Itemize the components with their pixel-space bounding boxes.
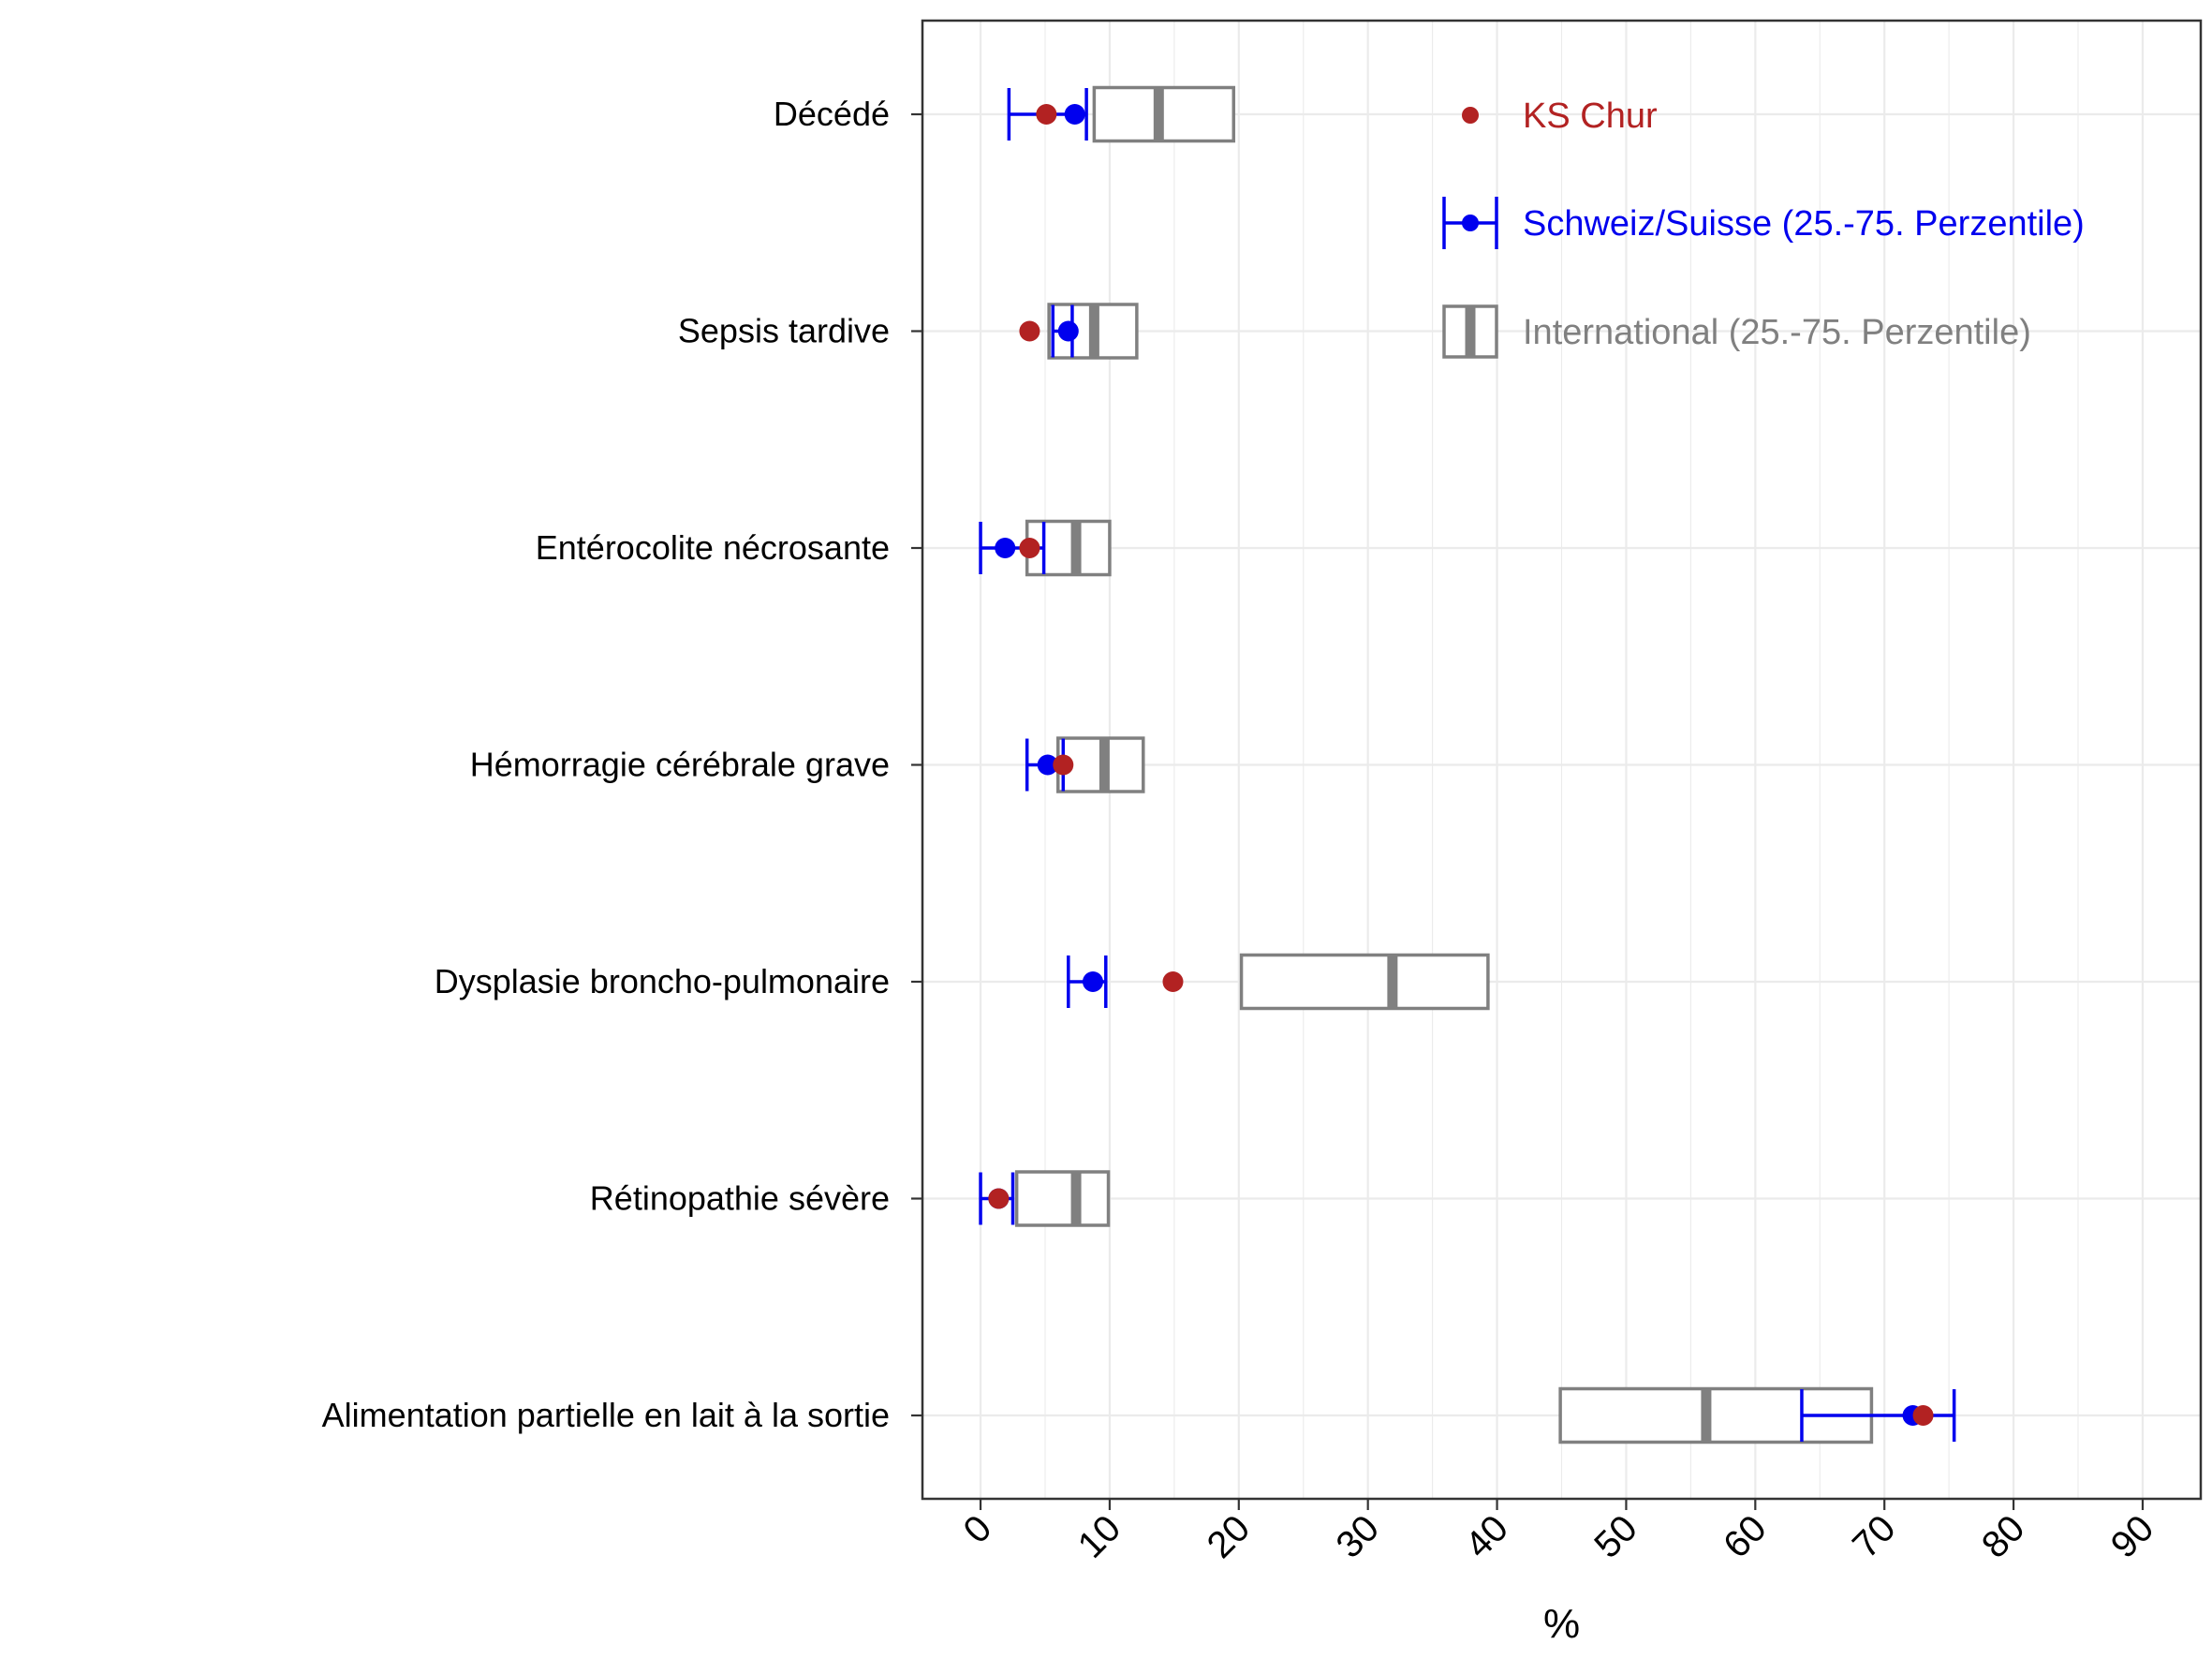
category-label-enterocolite-necrosante: Entérocolite nécrosante xyxy=(536,528,890,567)
legend-label-international: International (25.-75. Perzentile) xyxy=(1523,313,2031,352)
legend-item-ks-chur: KS Chur xyxy=(1462,96,1658,136)
legend-symbol-international xyxy=(1442,304,1498,359)
legend: KS Chur Schweiz/Suisse (25.-75. Perzenti… xyxy=(1442,96,2085,359)
legend-point xyxy=(1462,215,1479,231)
legend-item-international: International (25.-75. Perzentile) xyxy=(1442,304,2031,359)
x-axis-title: % xyxy=(1543,1601,1580,1647)
x-tick-label: 70 xyxy=(1845,1507,1904,1566)
x-tick-label: 30 xyxy=(1328,1507,1387,1566)
data-marks xyxy=(979,85,1956,1444)
legend-item-schweiz: Schweiz/Suisse (25.-75. Perzentile) xyxy=(1442,197,2085,249)
x-tick-label: 90 xyxy=(2103,1507,2162,1566)
category-label-hemorragie-cerebrale-grave: Hémorragie cérébrale grave xyxy=(470,746,890,784)
x-tick-label: 50 xyxy=(1586,1507,1645,1566)
ks-chur-point xyxy=(1019,320,1040,342)
ks-chur-point xyxy=(1036,104,1057,125)
x-tick-label: 60 xyxy=(1716,1507,1775,1566)
x-axis-ticks: 0 10 20 30 40 50 60 70 80 90 xyxy=(956,1499,2162,1566)
ks-chur-point xyxy=(1162,971,1184,992)
schweiz-point xyxy=(1037,754,1058,776)
legend-label-schweiz: Schweiz/Suisse (25.-75. Perzentile) xyxy=(1523,204,2085,244)
category-label-sepsis-tardive: Sepsis tardive xyxy=(678,312,890,350)
legend-label-ks-chur: KS Chur xyxy=(1523,96,1658,136)
international-box xyxy=(1014,1170,1111,1227)
ks-chur-point xyxy=(1053,754,1074,776)
category-labels: Décédé Sepsis tardive Entérocolite nécrosa… xyxy=(322,95,922,1434)
ks-chur-point xyxy=(1912,1405,1934,1426)
schweiz-point xyxy=(1083,971,1103,992)
category-label-dysplasie-broncho-pulmonaire: Dysplasie broncho-pulmonaire xyxy=(435,962,890,1000)
ks-chur-point xyxy=(1019,538,1040,558)
x-tick-label: 20 xyxy=(1200,1507,1259,1566)
category-label-retinopathie-severe: Rétinopathie sévère xyxy=(590,1179,890,1218)
international-box xyxy=(1092,85,1236,143)
category-label-alimentation-partielle-en-lait-a-la-sortie: Alimentation partielle en lait à la sort… xyxy=(322,1396,890,1434)
category-label-decede: Décédé xyxy=(774,95,890,133)
x-tick-label: 40 xyxy=(1457,1507,1516,1566)
plot-border xyxy=(921,19,2203,1501)
ks-chur-point xyxy=(988,1188,1010,1209)
legend-symbol-schweiz xyxy=(1442,197,1498,249)
x-tick-label: 0 xyxy=(956,1507,1000,1551)
grid-lines xyxy=(922,21,2201,1499)
x-tick-label: 10 xyxy=(1070,1507,1129,1566)
international-box xyxy=(1239,953,1490,1011)
schweiz-point xyxy=(1057,320,1079,342)
x-tick-label: 80 xyxy=(1974,1507,2033,1566)
schweiz-point xyxy=(995,538,1016,558)
schweiz-point xyxy=(1064,104,1085,125)
legend-symbol-ks-chur xyxy=(1462,107,1479,124)
